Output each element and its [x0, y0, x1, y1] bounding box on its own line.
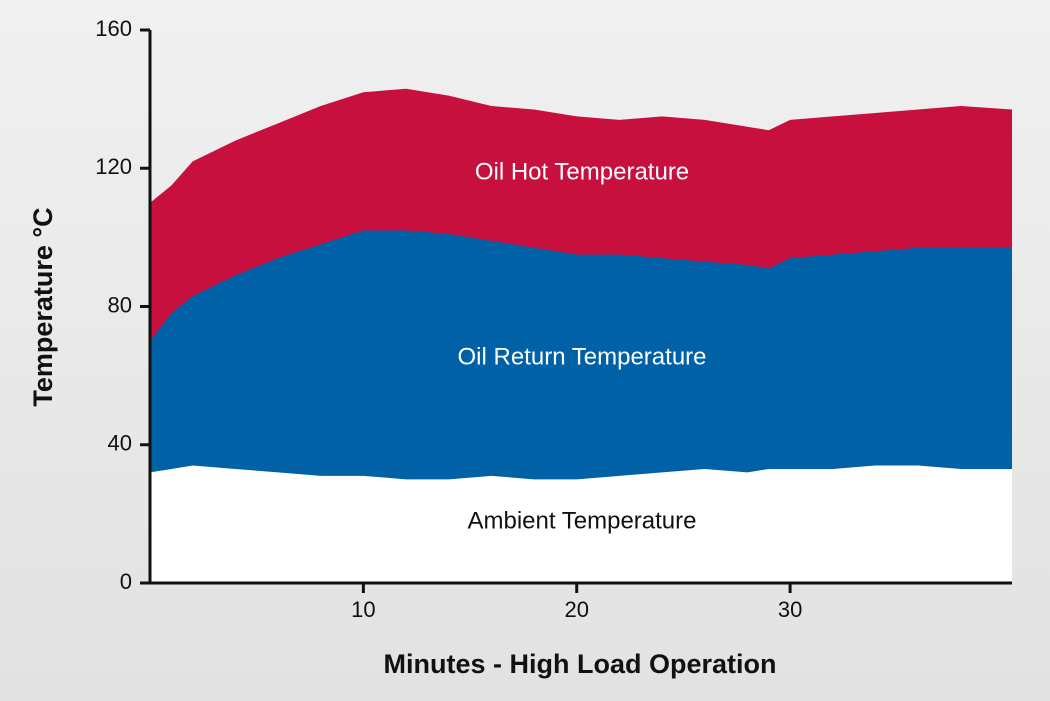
y-tick-label: 120	[95, 154, 132, 179]
area-label: Oil Return Temperature	[458, 343, 707, 370]
area-label: Oil Hot Temperature	[475, 158, 689, 185]
area-label: Ambient Temperature	[467, 507, 696, 534]
x-axis-label: Minutes - High Load Operation	[384, 649, 777, 679]
y-tick-label: 40	[108, 431, 132, 456]
y-tick-label: 80	[108, 292, 132, 317]
y-axis-label: Temperature °C	[28, 207, 58, 406]
x-tick-label: 10	[351, 597, 375, 622]
y-tick-label: 160	[95, 16, 132, 41]
y-tick-label: 0	[120, 569, 132, 594]
x-tick-label: 20	[564, 597, 588, 622]
area	[150, 465, 1012, 583]
x-tick-label: 30	[778, 597, 802, 622]
